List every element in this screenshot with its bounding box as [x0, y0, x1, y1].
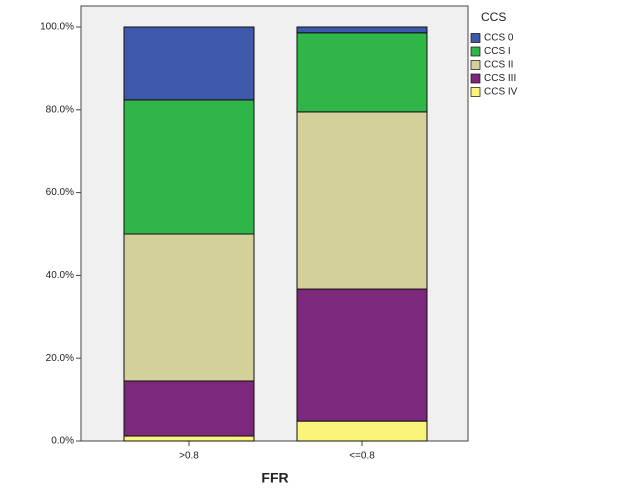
- bar-segment: [296, 26, 428, 34]
- legend-swatch: [470, 87, 481, 97]
- bar-segment: [123, 26, 255, 101]
- y-tick-label: 40.0%: [46, 270, 74, 281]
- bar-segment: [296, 288, 428, 422]
- x-axis-title: FFR: [261, 470, 288, 486]
- bar-segment: [296, 111, 428, 290]
- bar-segment: [123, 380, 255, 437]
- legend-swatch: [470, 73, 481, 84]
- legend-label: CCS 0: [484, 33, 514, 44]
- x-tick-label: <=0.8: [349, 451, 375, 462]
- bar-segment: [123, 435, 255, 442]
- y-tick-label: 80.0%: [46, 104, 74, 115]
- bar-segment: [123, 233, 255, 382]
- bar-segment: [296, 32, 428, 113]
- y-tick-label: 20.0%: [46, 353, 74, 364]
- bar-segment: [123, 99, 255, 235]
- y-tick-label: 60.0%: [46, 187, 74, 198]
- legend-label: CCS III: [484, 73, 516, 84]
- legend-swatch: [470, 46, 481, 57]
- legend-label: CCS I: [484, 46, 511, 57]
- y-tick-label: 0.0%: [51, 436, 74, 447]
- y-tick-label: 100.0%: [40, 22, 74, 33]
- legend-swatch: [470, 33, 481, 43]
- legend-title: CCS: [481, 10, 506, 24]
- legend-swatch: [470, 60, 481, 70]
- x-tick-label: >0.8: [179, 451, 199, 462]
- legend-label: CCS II: [484, 60, 513, 71]
- bar-segment: [296, 420, 428, 442]
- legend-label: CCS IV: [484, 87, 518, 98]
